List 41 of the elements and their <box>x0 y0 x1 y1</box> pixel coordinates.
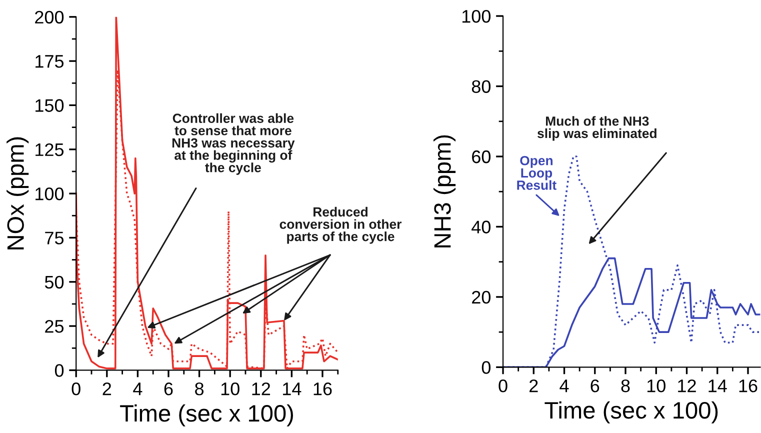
y-tick-label: 100 <box>462 10 491 23</box>
x-tick-label: 8 <box>621 379 630 392</box>
x-tick-label: 4 <box>133 382 142 396</box>
y-tick-label: 25 <box>45 320 64 333</box>
y-tick-label: 200 <box>35 10 64 24</box>
y-tick-label: 100 <box>36 187 64 200</box>
x-tick-label: 14 <box>708 380 727 392</box>
x-tick-label: 10 <box>647 379 666 392</box>
x-tick-label: 6 <box>164 382 173 396</box>
y-tick-label: 0 <box>54 364 64 377</box>
x-tick-label: 6 <box>590 379 600 392</box>
y-axis-title: NOx (ppm) <box>6 137 29 250</box>
x-tick-label: 12 <box>678 379 696 392</box>
y-tick-label: 125 <box>36 143 64 156</box>
x-tick-label: 2 <box>530 379 538 392</box>
x-tick-label: 16 <box>314 382 332 396</box>
x-tick-label: 14 <box>283 382 302 396</box>
x-tick-label: 10 <box>221 382 240 396</box>
y-tick-label: 175 <box>36 55 64 68</box>
y-tick-label: 40 <box>472 220 491 234</box>
x-tick-label: 4 <box>560 380 569 392</box>
x-tick-label: 12 <box>252 382 270 396</box>
y-tick-label: 75 <box>45 232 64 244</box>
x-tick-label: 2 <box>102 382 112 396</box>
annotation: Open Loop Result <box>517 156 556 190</box>
x-axis-title: Time (sec x 100) <box>544 401 718 424</box>
y-tick-label: 0 <box>482 361 491 374</box>
annotation: Controller was able to sense that more NH3 was necessary at the beginning of the cycle <box>172 113 295 175</box>
annotation: Reduced conversion in other parts of the cycle <box>280 206 402 244</box>
x-axis-title: Time (sec x 100) <box>120 404 293 426</box>
x-tick-label: 8 <box>195 382 204 396</box>
y-tick-label: 80 <box>472 80 491 93</box>
y-tick-label: 60 <box>472 150 491 164</box>
x-tick-label: 0 <box>498 379 508 392</box>
x-tick-label: 0 <box>72 382 80 396</box>
y-axis-title: NH3 (ppm) <box>434 135 456 248</box>
y-tick-label: 150 <box>36 99 64 112</box>
y-tick-label: 50 <box>44 276 64 289</box>
x-tick-label: 16 <box>739 379 758 392</box>
annotation: Much of the NH3 slip was eliminated <box>538 116 656 141</box>
y-tick-label: 20 <box>472 290 491 304</box>
